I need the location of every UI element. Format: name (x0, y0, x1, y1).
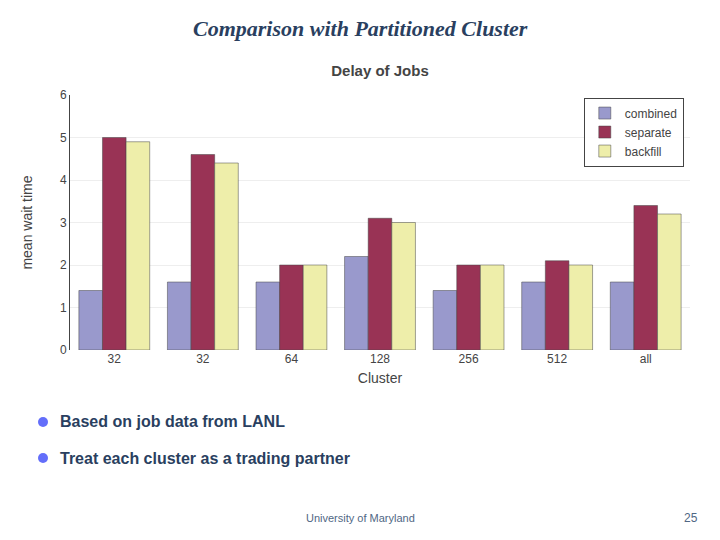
svg-text:2: 2 (60, 258, 67, 272)
svg-text:combined: combined (625, 107, 677, 121)
svg-text:separate: separate (625, 126, 672, 140)
svg-text:3: 3 (60, 216, 67, 230)
svg-text:256: 256 (459, 352, 479, 366)
svg-text:mean wait time: mean wait time (19, 175, 35, 269)
svg-text:32: 32 (108, 352, 122, 366)
svg-text:6: 6 (60, 88, 67, 102)
svg-text:128: 128 (370, 352, 390, 366)
svg-text:5: 5 (60, 131, 67, 145)
svg-text:Delay of Jobs: Delay of Jobs (331, 62, 429, 79)
svg-text:512: 512 (547, 352, 567, 366)
svg-text:all: all (640, 352, 652, 366)
svg-text:64: 64 (285, 352, 299, 366)
svg-text:backfill: backfill (625, 145, 662, 159)
svg-text:1: 1 (60, 301, 67, 315)
svg-text:32: 32 (196, 352, 210, 366)
svg-text:25: 25 (684, 511, 698, 525)
svg-text:University of Maryland: University of Maryland (306, 512, 415, 524)
svg-text:Comparison with Partitioned Cl: Comparison with Partitioned Cluster (193, 16, 528, 41)
svg-text:Based on job data from LANL: Based on job data from LANL (60, 413, 285, 430)
svg-text:4: 4 (60, 173, 67, 187)
svg-text:Cluster: Cluster (358, 370, 403, 386)
svg-text:Treat each cluster as a tradin: Treat each cluster as a trading partner (60, 450, 350, 467)
svg-text:0: 0 (60, 343, 67, 357)
